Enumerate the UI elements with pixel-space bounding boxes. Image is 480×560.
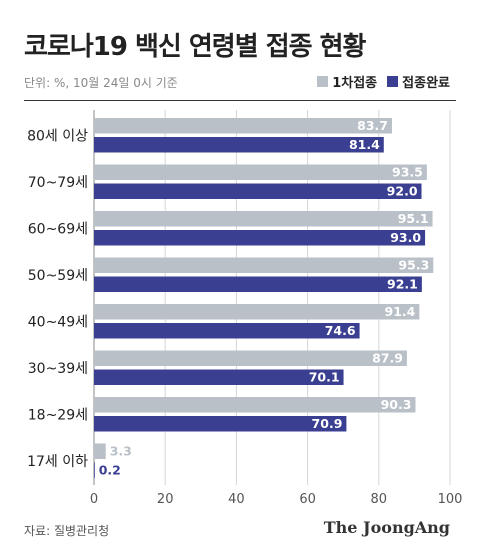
data-label: 0.2: [99, 463, 121, 478]
chart-title: 코로나19 백신 연령별 접종 현황: [24, 32, 366, 62]
source-note: 자료: 질병관리청: [24, 524, 110, 538]
x-tick-label: 40: [228, 492, 245, 507]
category-label: 80세 이상: [27, 128, 88, 144]
category-label: 50~59세: [28, 268, 88, 284]
legend-swatch-fully-vaccinated: [387, 76, 399, 87]
legend: 1차접종 접종완료: [307, 72, 450, 91]
data-label: 92.0: [387, 184, 418, 199]
data-label: 70.9: [312, 416, 343, 431]
data-label: 81.4: [349, 137, 380, 152]
bar: [94, 350, 407, 366]
category-label: 60~69세: [28, 221, 88, 237]
bar: [94, 462, 95, 478]
data-label: 95.1: [398, 211, 429, 226]
category-label: 17세 이하: [27, 454, 88, 470]
bar: [94, 369, 344, 385]
data-label: 70.1: [309, 370, 340, 385]
bar: [94, 230, 426, 246]
data-label: 74.6: [325, 323, 356, 338]
x-tick-label: 100: [438, 492, 463, 507]
legend-label-first-dose: 1차접종: [332, 76, 378, 91]
brand-logo: The JoongAng: [323, 518, 450, 537]
bar: [94, 304, 420, 320]
legend-swatch-first-dose: [317, 76, 329, 87]
data-label: 87.9: [372, 351, 403, 366]
data-label: 93.0: [390, 230, 421, 245]
bar: [94, 137, 384, 153]
data-label: 91.4: [385, 304, 416, 319]
x-tick-label: 0: [90, 492, 98, 507]
bar: [94, 416, 347, 432]
bar: [94, 397, 416, 413]
bar: [94, 257, 434, 273]
bar: [94, 211, 433, 227]
bar: [94, 183, 422, 199]
bar: [94, 164, 427, 180]
data-label: 93.5: [392, 165, 423, 180]
x-tick-label: 80: [371, 492, 388, 507]
data-label: 3.3: [110, 444, 132, 459]
bar: [94, 443, 106, 459]
category-label: 30~39세: [28, 361, 88, 377]
bar: [94, 276, 422, 292]
legend-label-fully-vaccinated: 접종완료: [402, 76, 450, 91]
category-label: 18~29세: [28, 407, 88, 423]
bar: [94, 118, 392, 134]
category-label: 70~79세: [28, 175, 88, 191]
header-divider: [24, 100, 456, 101]
legend-item-fully-vaccinated: 접종완료: [387, 72, 450, 91]
data-label: 95.3: [398, 258, 429, 273]
data-label: 90.3: [381, 397, 412, 412]
bar: [94, 323, 360, 339]
data-label: 83.7: [357, 118, 388, 133]
x-tick-label: 20: [157, 492, 174, 507]
data-label: 92.1: [387, 277, 418, 292]
category-label: 40~49세: [28, 314, 88, 330]
x-tick-label: 60: [299, 492, 316, 507]
legend-item-first-dose: 1차접종: [317, 72, 377, 91]
unit-note: 단위: %, 10월 24일 0시 기준: [24, 76, 178, 90]
